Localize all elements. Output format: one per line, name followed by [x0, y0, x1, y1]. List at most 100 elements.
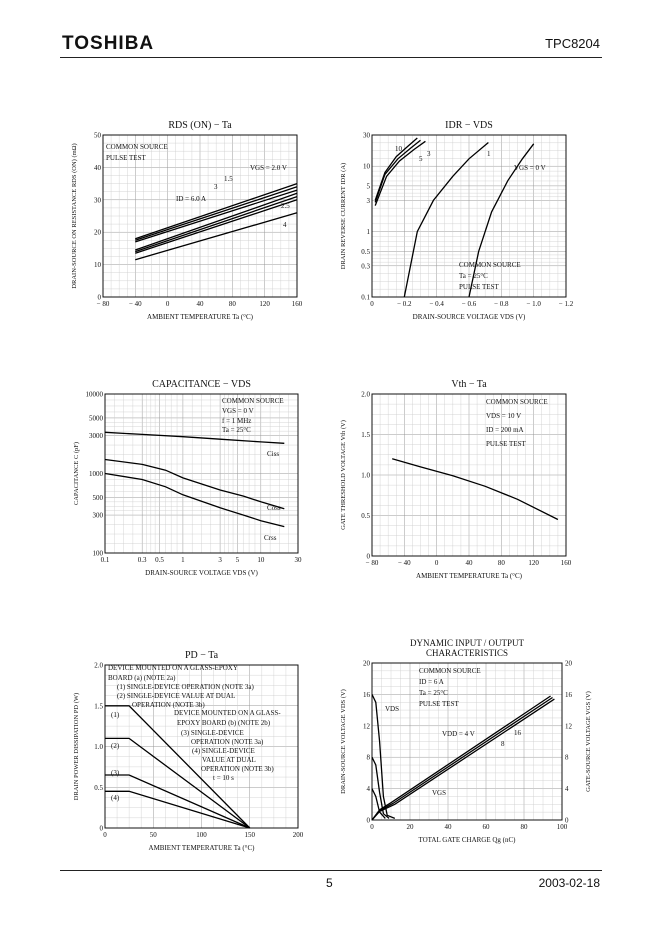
gate-annotation: ID = 6 A — [419, 678, 444, 686]
cap-ytick-label: 10000 — [86, 391, 104, 399]
vth-title: Vth − Ta — [451, 379, 487, 390]
cap-annotation: Ta = 25°C — [222, 426, 251, 434]
rds-xtick-label: − 40 — [129, 300, 142, 308]
vth-annotation: ID = 200 mA — [486, 426, 524, 434]
idr-ylabel: DRAIN REVERSE CURRENT IDR (A) — [340, 163, 347, 269]
vth-chart: − 80 − 40 0 40 80 120 160 0 0.5 1.0 1.5 2.0 Vth − Ta… — [340, 379, 572, 580]
pd-series-line — [105, 737, 251, 829]
gate-annotation: PULSE TEST — [419, 700, 459, 708]
vth-xtick-label: 120 — [528, 559, 539, 567]
gate-annotation: 16 — [514, 729, 522, 737]
pd-annotation: VALUE AT DUAL — [202, 756, 256, 764]
idr-series-line — [374, 139, 421, 203]
rds-annotation: PULSE TEST — [106, 154, 146, 162]
pd-annotation: (3) — [111, 769, 120, 777]
rds-series-line — [135, 189, 298, 243]
cap-series-line — [104, 458, 285, 510]
gate-series-line — [371, 788, 386, 819]
idr-xtick-label: − 0.4 — [429, 300, 444, 308]
pd-ytick-label: 0 — [100, 825, 104, 833]
cap-xtick-label: 3 — [218, 556, 222, 564]
pd-annotation: (4) SINGLE-DEVICE — [192, 747, 255, 755]
rds-xtick-label: 0 — [166, 300, 170, 308]
cap-xtick-label: 10 — [257, 556, 265, 564]
cap-chart: 0.1 0.3 0.5 1 3 5 10 30 100 300 500 1000 3000 5000 100… — [73, 379, 302, 577]
cap-ytick-label: 500 — [93, 494, 104, 502]
pd-title: PD − Ta — [185, 650, 219, 661]
rds-series-line — [135, 199, 298, 254]
rds-ylabel: DRAIN-SOURCE ON RESISTANCE RDS (ON) (mΩ) — [71, 143, 78, 288]
idr-annotation: 3 — [427, 150, 431, 158]
pd-frame — [104, 664, 299, 829]
gate-title: DYNAMIC INPUT / OUTPUT — [410, 638, 525, 648]
gate-xlabel: TOTAL GATE CHARGE Qg (nC) — [418, 836, 516, 844]
vth-annotation: PULSE TEST — [486, 440, 526, 448]
vth-ytick-label: 1.0 — [361, 472, 370, 480]
rds-ytick-label: 40 — [94, 164, 102, 172]
rds-annotation: 4 — [283, 221, 287, 229]
rds-chart: − 80 − 40 0 40 80 120 160 0 10 20 30 40 50 RDS (ON) −… — [71, 120, 303, 321]
rds-series-line — [135, 192, 298, 251]
rds-annotation: COMMON SOURCE — [106, 143, 168, 151]
gate-y2label: GATE-SOURCE VOLTAGE VGS (V) — [585, 691, 592, 792]
rds-ytick-label: 30 — [94, 196, 102, 204]
rds-annotation: 3 — [214, 183, 218, 191]
gate-xtick-label: 20 — [407, 823, 415, 831]
idr-annotation: 5 — [419, 155, 423, 163]
pd-annotation: OPERATION (NOTE 3b) — [201, 765, 274, 773]
rds-ytick-label: 0 — [98, 294, 102, 302]
idr-title: IDR − VDS — [445, 120, 493, 131]
cap-ytick-label: 3000 — [89, 432, 104, 440]
idr-annotation: 10 — [395, 145, 403, 153]
cap-xtick-label: 0.1 — [101, 556, 110, 564]
pd-annotation: BOARD (a) (NOTE 2a) — [108, 674, 176, 682]
cap-ytick-label: 5000 — [89, 414, 104, 422]
vth-ytick-label: 0 — [367, 553, 371, 561]
gate-ytick-label: 20 — [363, 660, 371, 668]
gate-y2tick-label: 20 — [565, 660, 573, 668]
cap-xtick-label: 0.3 — [138, 556, 147, 564]
rds-annotation: ID = 6.0 A — [176, 195, 206, 203]
pd-chart: 0 50 100 150 200 0 0.5 1.0 1.5 2.0 PD − Ta AMBIENT … — [73, 650, 304, 852]
idr-ytick-label: 5 — [367, 182, 371, 190]
pd-xtick-label: 100 — [196, 831, 207, 839]
gate-y2tick-label: 8 — [565, 754, 569, 762]
cap-annotation: Ciss — [267, 450, 279, 458]
gate-annotation: VDS — [385, 705, 399, 713]
idr-ytick-label: 10 — [363, 163, 371, 171]
idr-xtick-label: − 1.2 — [559, 300, 574, 308]
pd-series-line — [105, 705, 251, 829]
idr-ytick-label: 30 — [363, 132, 371, 140]
gate-ylabel: DRAIN-SOURCE VOLTAGE VDS (V) — [340, 689, 347, 794]
vth-series-line — [392, 458, 559, 521]
cap-xlabel: DRAIN-SOURCE VOLTAGE VDS (V) — [145, 569, 258, 577]
header-rule — [60, 57, 602, 58]
gate-annotation: COMMON SOURCE — [419, 667, 481, 675]
cap-annotation: Coss — [267, 504, 281, 512]
pd-series-line — [105, 774, 251, 829]
gate-annotation: VGS — [432, 789, 446, 797]
idr-xtick-label: − 0.6 — [462, 300, 477, 308]
toshiba-logo: TOSHIBA — [62, 33, 155, 54]
vth-ytick-label: 1.5 — [361, 431, 370, 439]
cap-ytick-label: 300 — [93, 512, 104, 520]
rds-xtick-label: 80 — [229, 300, 237, 308]
pd-annotation: DEVICE MOUNTED ON A GLASS- — [174, 709, 281, 717]
gate-ytick-label: 8 — [367, 754, 371, 762]
gate-frame — [371, 662, 563, 821]
idr-ytick-label: 0.3 — [361, 262, 370, 270]
pd-xtick-label: 150 — [245, 831, 256, 839]
cap-ytick-label: 100 — [93, 550, 104, 558]
rds-xtick-label: 40 — [197, 300, 205, 308]
gate-xtick-label: 0 — [370, 823, 374, 831]
rds-series-line — [135, 195, 298, 253]
cap-ytick-label: 1000 — [89, 470, 104, 478]
idr-chart: 0 − 0.2 − 0.4 − 0.6 − 0.8 − 1.0 − 1.2 0.1 0.3 0.5… — [340, 120, 574, 321]
page-number: 5 — [326, 876, 333, 890]
gate-y2tick-label: 4 — [565, 785, 569, 793]
pd-annotation: (2) SINGLE-DEVICE VALUE AT DUAL — [117, 692, 235, 700]
vth-ylabel: GATE THRESHOLD VOLTAGE Vth (V) — [340, 420, 347, 530]
cap-annotation: VGS = 0 V — [222, 407, 254, 415]
vth-annotation: VDS = 10 V — [486, 412, 521, 420]
